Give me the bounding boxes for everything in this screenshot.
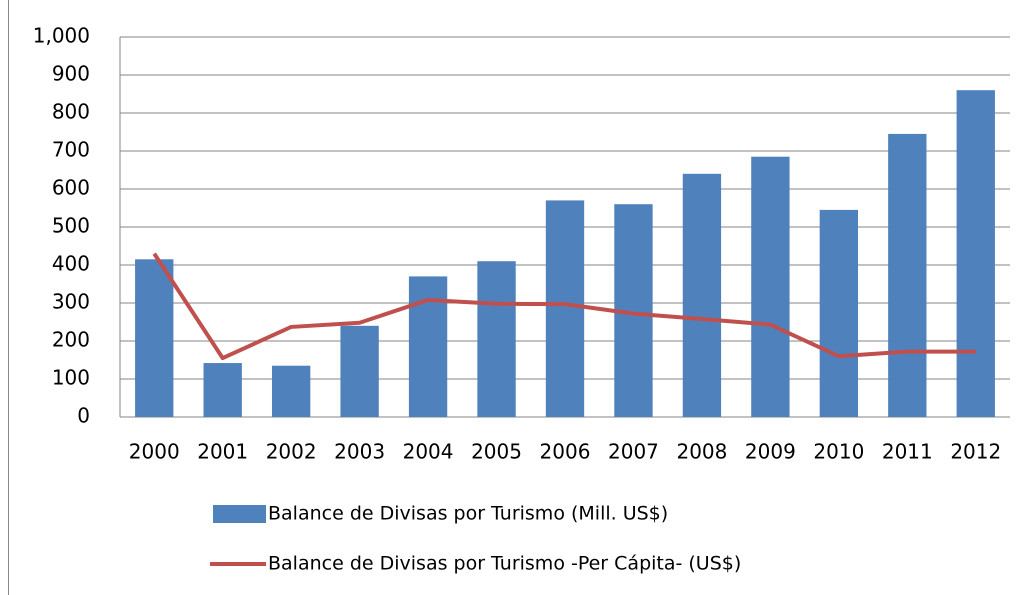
legend-label: Balance de Divisas por Turismo (Mill. US… <box>268 503 668 525</box>
x-tick-label: 2002 <box>266 440 317 464</box>
legend-label: Balance de Divisas por Turismo -Per Cápi… <box>268 553 741 575</box>
x-tick-label: 2007 <box>608 440 659 464</box>
bar <box>888 133 927 417</box>
bar <box>408 276 448 417</box>
x-tick-label: 2004 <box>403 440 454 464</box>
bar <box>340 325 379 417</box>
y-tick-label: 1,000 <box>33 24 90 48</box>
bar <box>545 200 585 417</box>
x-tick-label: 2011 <box>882 440 933 464</box>
x-tick-label: 2003 <box>334 440 385 464</box>
bar <box>135 259 174 417</box>
x-tick-label: 2005 <box>471 440 522 464</box>
chart-frame <box>8 0 9 595</box>
bar <box>271 365 311 417</box>
bar <box>819 209 859 417</box>
bar <box>203 363 242 417</box>
x-tick-label: 2006 <box>540 440 591 464</box>
y-tick-label: 900 <box>52 62 90 86</box>
y-tick-label: 0 <box>77 404 90 428</box>
bar <box>956 90 995 417</box>
y-tick-label: 600 <box>52 176 90 200</box>
y-tick-label: 400 <box>52 252 90 276</box>
x-tick-label: 2012 <box>950 440 1001 464</box>
y-tick-label: 200 <box>52 328 90 352</box>
bar <box>751 156 790 417</box>
y-tick-label: 800 <box>52 100 90 124</box>
bar <box>682 173 722 417</box>
line-series <box>152 252 976 361</box>
y-tick-label: 100 <box>52 366 90 390</box>
bar <box>477 261 516 417</box>
x-tick-label: 2008 <box>676 440 727 464</box>
x-tick-label: 2009 <box>745 440 796 464</box>
y-tick-label: 300 <box>52 290 90 314</box>
y-tick-label: 500 <box>52 214 90 238</box>
x-tick-label: 2000 <box>129 440 180 464</box>
x-tick-label: 2001 <box>197 440 248 464</box>
x-tick-label: 2010 <box>813 440 864 464</box>
legend-swatch <box>213 505 266 523</box>
y-tick-label: 700 <box>52 138 90 162</box>
